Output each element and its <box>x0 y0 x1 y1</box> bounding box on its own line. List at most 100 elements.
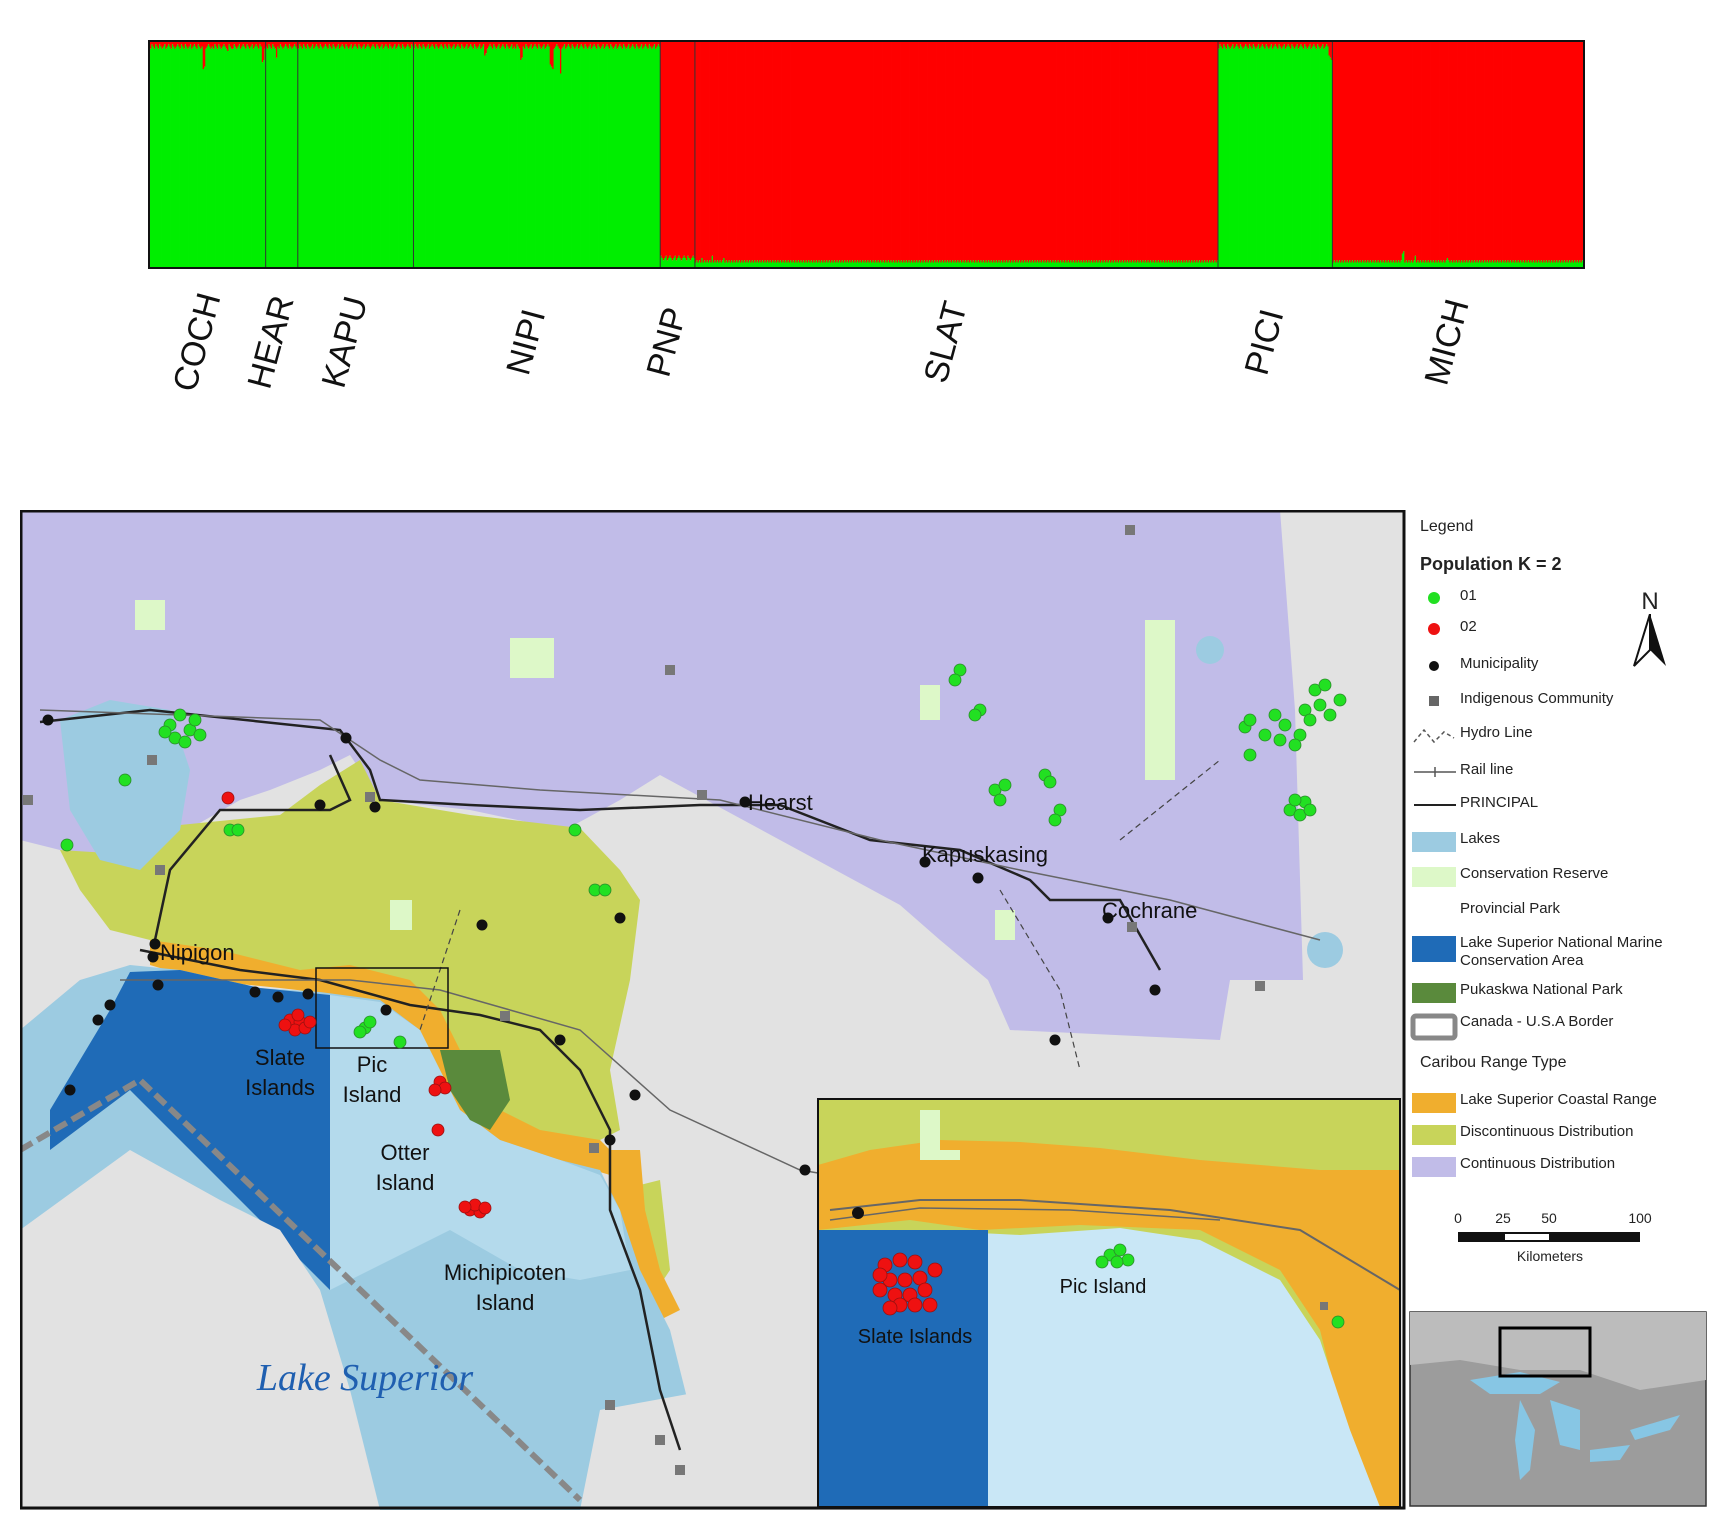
bar-slat-02 <box>833 42 836 261</box>
bar-mich-02 <box>1471 42 1473 261</box>
bar-mich-01 <box>1424 260 1427 267</box>
bar-mich-01 <box>1545 260 1548 267</box>
bar-mich-02 <box>1552 42 1554 263</box>
bar-slat-02 <box>1144 42 1147 261</box>
bar-nipi-02 <box>470 42 472 45</box>
bar-slat-01 <box>883 262 886 267</box>
bar-slat-02 <box>1054 42 1057 261</box>
legend-label: Hydro Line <box>1460 724 1533 741</box>
bar-mich-01 <box>1471 260 1473 267</box>
inset-pop01-point <box>1110 1255 1124 1269</box>
bar-pici-01 <box>1293 48 1296 267</box>
legend-label: Conservation Reserve <box>1460 865 1609 882</box>
bar-pici-02 <box>1279 42 1282 47</box>
bar-hear-01 <box>287 48 290 267</box>
bar-slat-01 <box>1026 260 1029 267</box>
bar-slat-01 <box>1089 262 1092 267</box>
bar-mich-02 <box>1405 42 1408 261</box>
pop01-point <box>158 725 172 739</box>
bar-nipi-01 <box>562 46 565 267</box>
bar-mich-01 <box>1559 262 1562 267</box>
bar-mich-02 <box>1365 42 1368 263</box>
bar-mich-02 <box>1444 42 1446 263</box>
bar-slat-01 <box>1192 262 1194 267</box>
indigenous-community-point <box>365 792 375 802</box>
bar-slat-01 <box>1081 262 1084 267</box>
bar-slat-02 <box>887 42 890 261</box>
scale-tick-label: 25 <box>1495 1210 1511 1226</box>
bar-slat-01 <box>1137 260 1139 267</box>
bar-nipi-01 <box>553 48 556 267</box>
pop02-point <box>278 1018 292 1032</box>
bar-slat-01 <box>1031 260 1034 267</box>
bar-slat-01 <box>887 260 890 267</box>
bar-slat-02 <box>1008 42 1011 261</box>
bar-coch-02 <box>206 42 209 47</box>
indigenous-community-point <box>1125 525 1135 535</box>
bar-mich-01 <box>1359 260 1362 267</box>
discontinuous-swatch-icon <box>1410 1123 1460 1145</box>
bar-coch-02 <box>174 42 177 49</box>
bar-mich-02 <box>1557 42 1559 263</box>
bar-pici-02 <box>1252 42 1255 45</box>
bar-mich-01 <box>1480 262 1482 267</box>
bar-pnp-01 <box>688 258 691 267</box>
bar-nipi-02 <box>612 42 615 49</box>
bar-slat-02 <box>883 42 886 263</box>
bar-nipi-01 <box>657 44 660 267</box>
bar-kapu-01 <box>328 44 331 267</box>
bar-mich-01 <box>1457 262 1459 267</box>
bar-coch-01 <box>236 48 238 267</box>
inset-pop02-point <box>922 1297 938 1313</box>
bar-nipi-02 <box>503 42 506 47</box>
caribou-map: Hearst Kapuskasing Cochrane Nipigon Slat… <box>20 510 1707 1510</box>
bar-slat-02 <box>1157 42 1160 261</box>
bar-nipi-01 <box>461 44 463 267</box>
bar-coch-01 <box>151 44 153 267</box>
bar-coch-01 <box>169 46 171 267</box>
bar-slat-01 <box>849 260 851 267</box>
bar-slat-02 <box>748 42 751 261</box>
municipality-point <box>380 1004 392 1016</box>
bar-slat-01 <box>790 260 792 267</box>
bar-nipi-02 <box>544 42 547 49</box>
bar-slat-01 <box>824 262 827 267</box>
bar-slat-01 <box>1080 260 1083 267</box>
bar-nipi-01 <box>631 44 634 267</box>
bar-mich-02 <box>1439 42 1441 263</box>
bar-nipi-01 <box>441 46 444 267</box>
bar-slat-01 <box>796 262 799 267</box>
bar-slat-02 <box>959 42 962 261</box>
bar-mich-01 <box>1390 260 1392 267</box>
pop02-point <box>221 791 235 805</box>
bar-slat-02 <box>977 42 980 261</box>
bar-slat-02 <box>790 42 792 261</box>
bar-kapu-01 <box>408 46 411 267</box>
bar-nipi-02 <box>475 42 477 47</box>
bar-kapu-01 <box>345 44 348 267</box>
bar-hear-01 <box>293 44 296 267</box>
bar-pici-02 <box>1325 42 1328 45</box>
bar-mich-01 <box>1561 260 1563 267</box>
bar-slat-02 <box>733 42 736 261</box>
bar-mich-02 <box>1387 42 1390 261</box>
bar-mich-02 <box>1478 42 1481 261</box>
bar-slat-02 <box>967 42 970 261</box>
bar-mich-01 <box>1363 262 1365 267</box>
municipality-point <box>340 732 352 744</box>
bar-slat-02 <box>1182 42 1184 263</box>
bar-slat-02 <box>921 42 923 261</box>
bar-nipi-01 <box>507 46 509 267</box>
bar-coch-01 <box>193 44 196 267</box>
bar-kapu-01 <box>409 48 412 267</box>
bar-nipi-01 <box>568 46 571 267</box>
bar-slat-02 <box>1093 42 1096 261</box>
bar-slat-01 <box>865 262 868 267</box>
bar-slat-01 <box>945 262 948 267</box>
bar-nipi-01 <box>643 46 646 267</box>
bar-kapu-01 <box>335 48 337 267</box>
bar-coch-01 <box>202 69 205 267</box>
bar-pici-02 <box>1327 42 1329 47</box>
indigenous-communities <box>23 525 1265 1475</box>
legend-item-border-swatch: Canada - U.S.A Border <box>1410 1013 1690 1041</box>
